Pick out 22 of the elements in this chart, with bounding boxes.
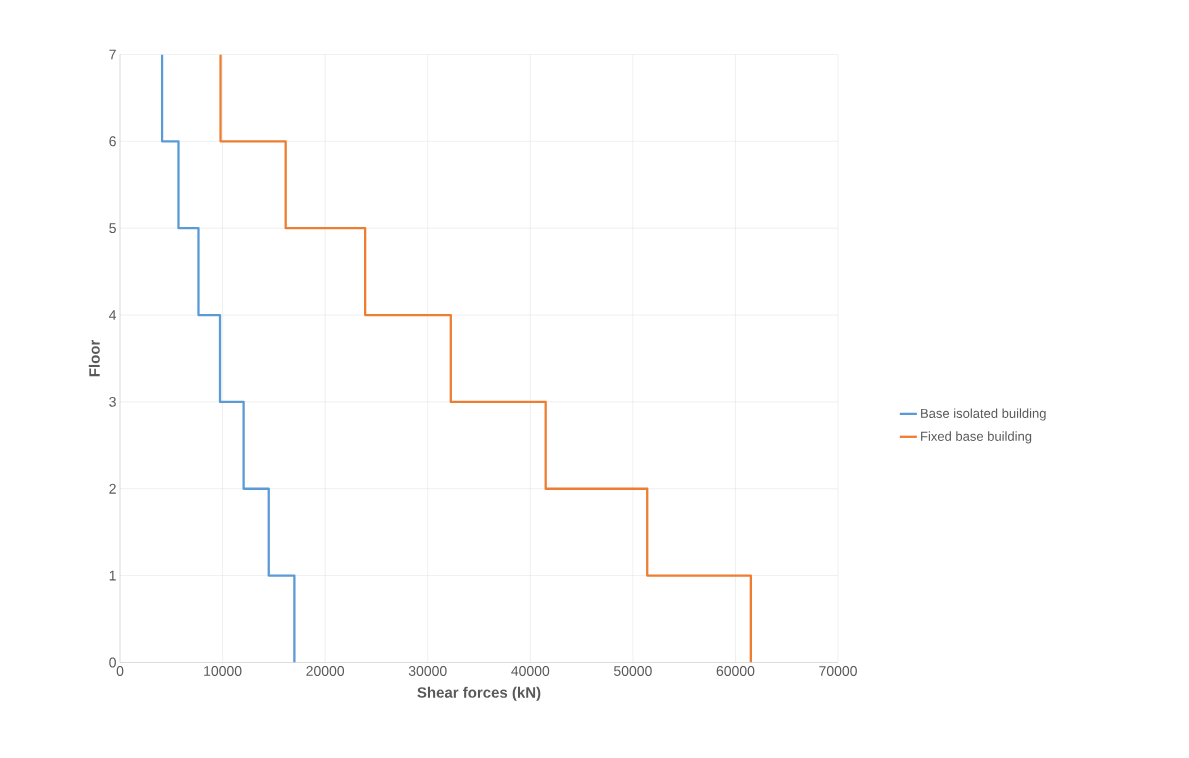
y-axis-title: Floor [88,339,100,377]
x-tick-label: 30000 [408,665,447,676]
line-series [219,54,752,663]
y-tick-label: 3 [109,396,116,407]
x-tick-label: 40000 [511,665,550,676]
x-tick-label: 60000 [716,665,755,676]
y-tick-label: 5 [109,223,116,234]
legend-label: Fixed base building [921,431,1032,444]
x-tick-label: 50000 [613,665,652,676]
y-tick-label: 7 [109,49,116,60]
y-tick-label: 6 [109,136,116,147]
line-series [160,54,296,663]
x-axis-title: Shear forces (kN) [417,686,541,701]
x-tick-label: 0 [116,665,124,676]
y-tick-label: 2 [109,483,116,494]
x-tick-label: 10000 [204,665,242,676]
y-tick-label: 0 [109,657,116,668]
y-tick-label: 1 [109,570,116,581]
x-tick-label: 20000 [306,665,345,676]
legend-label: Base isolated building [921,408,1046,421]
y-tick-label: 4 [109,310,117,320]
x-tick-label: 70000 [819,665,857,676]
